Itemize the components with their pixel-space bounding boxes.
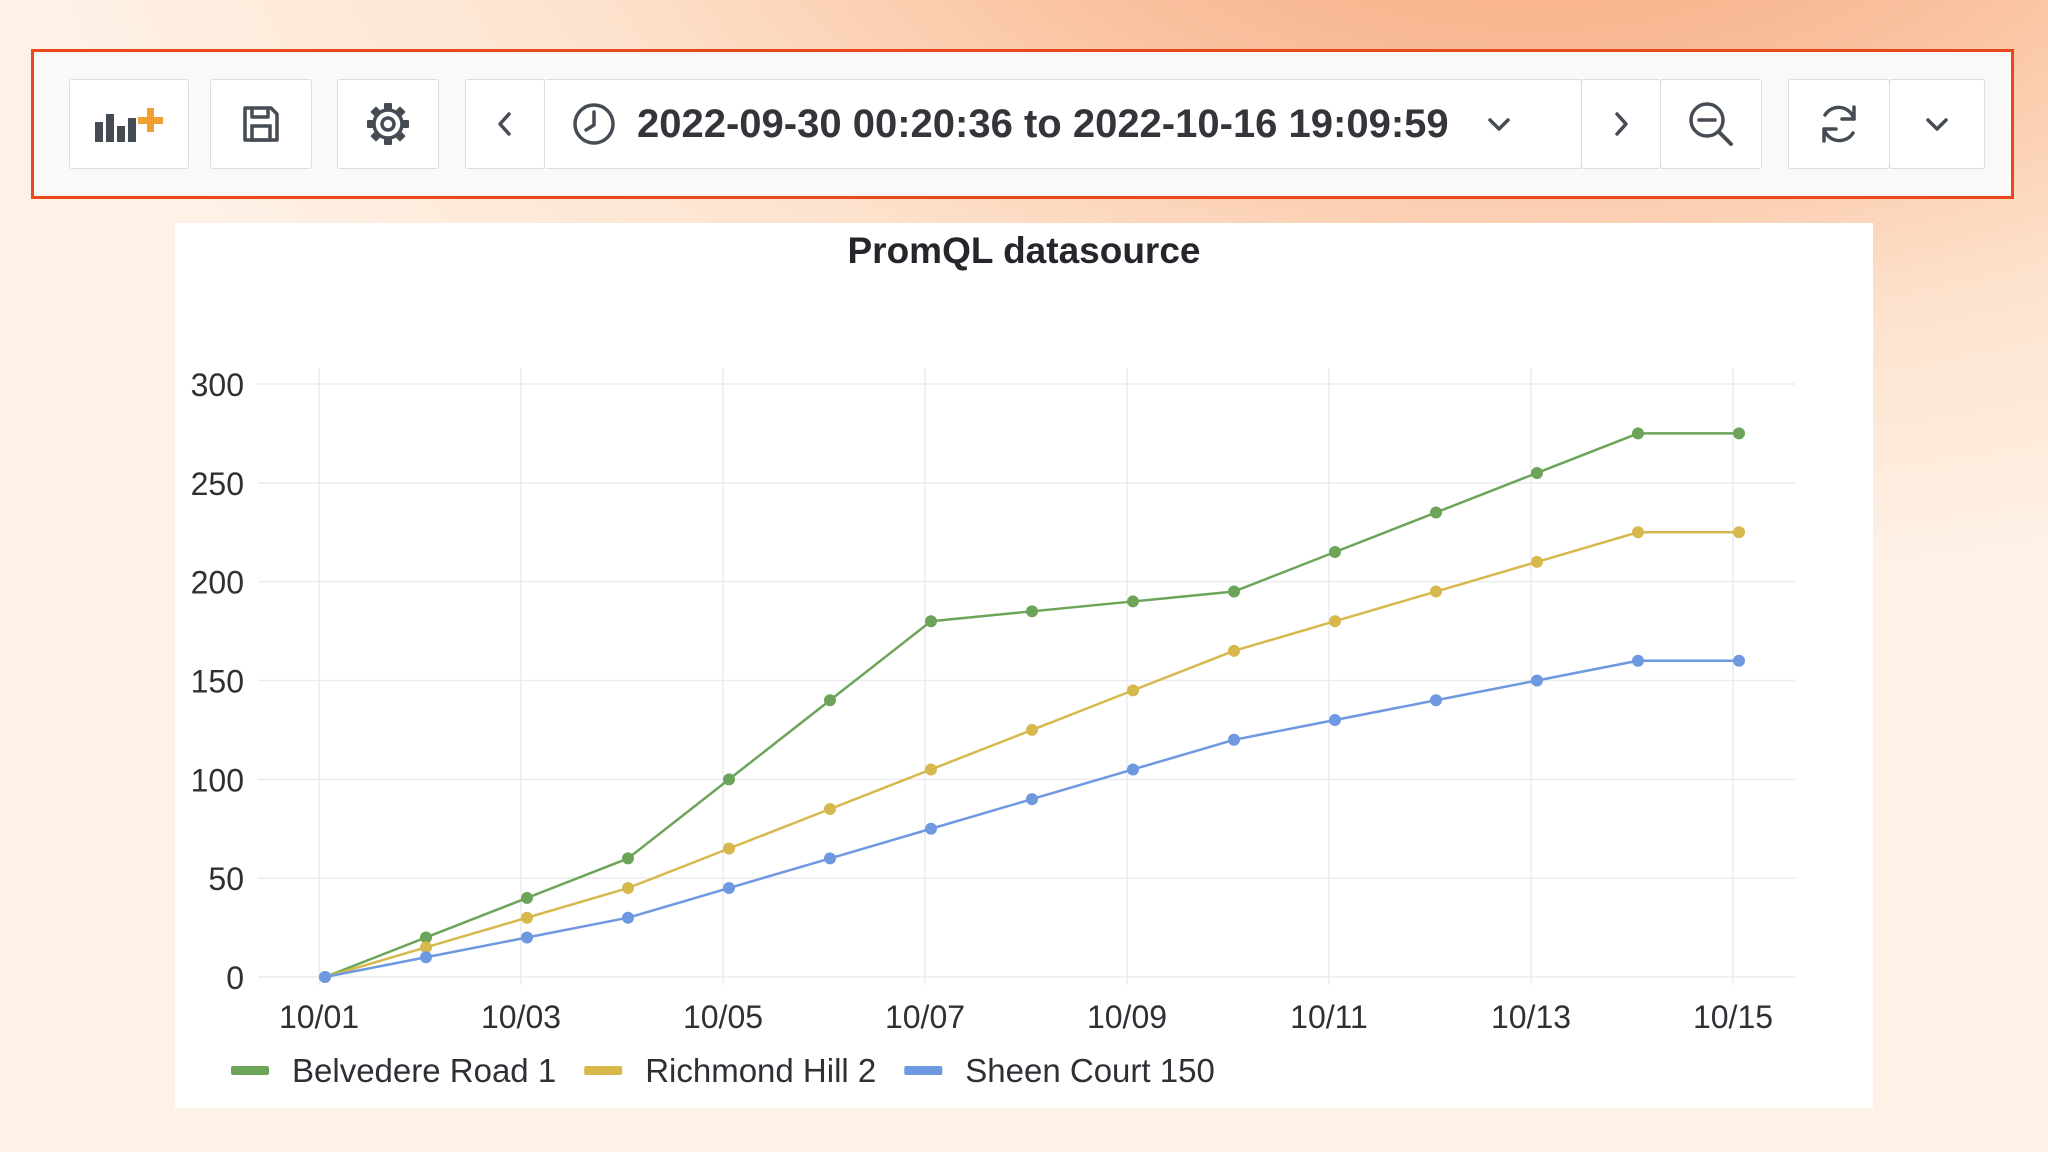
refresh-button[interactable] [1788,79,1890,169]
refresh-icon [1822,105,1856,143]
gear-icon [367,103,409,145]
time-range-label: 2022-09-30 00:20:36 to 2022-10-16 19:09:… [637,101,1449,146]
chart-panel [175,223,1873,1108]
add-panel-button[interactable] [69,79,189,169]
zoom-out-button[interactable] [1660,79,1762,169]
dashboard-toolbar: 2022-09-30 00:20:36 to 2022-10-16 19:09:… [31,49,2014,199]
time-range-picker[interactable]: 2022-09-30 00:20:36 to 2022-10-16 19:09:… [544,79,1582,169]
refresh-interval-dropdown[interactable] [1889,79,1985,169]
chevron-left-icon [498,112,511,136]
add-panel-icon [95,108,163,142]
save-icon [243,106,279,142]
chevron-right-icon [1615,112,1628,136]
time-shift-forward-button[interactable] [1581,79,1661,169]
chevron-down-icon [1926,118,1948,131]
dashboard-settings-button[interactable] [337,79,439,169]
panel-title: PromQL datasource [847,230,1201,271]
time-shift-back-button[interactable] [465,79,545,169]
zoom-out-icon [1689,102,1733,146]
chevron-down-icon [1487,118,1510,131]
save-dashboard-button[interactable] [210,79,312,169]
clock-icon [573,103,615,145]
